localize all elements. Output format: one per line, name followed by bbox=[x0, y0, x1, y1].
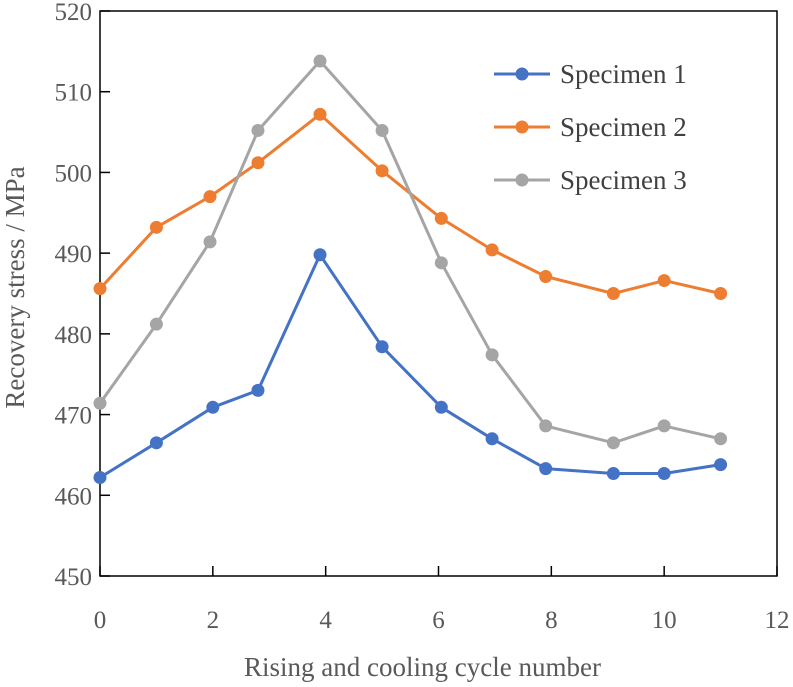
y-tick-label: 500 bbox=[55, 160, 93, 187]
data-point bbox=[714, 432, 728, 446]
x-axis-title: Rising and cooling cycle number bbox=[244, 652, 601, 682]
legend-marker bbox=[515, 67, 529, 81]
series-1 bbox=[93, 248, 728, 485]
data-point bbox=[375, 164, 389, 178]
data-point bbox=[149, 436, 163, 450]
y-tick-label: 480 bbox=[55, 322, 93, 349]
y-axis-title: Recovery stress / MPa bbox=[0, 166, 30, 408]
legend: Specimen 1 Specimen 2 Specimen 3 bbox=[494, 59, 687, 195]
data-point bbox=[203, 235, 217, 249]
plot-frame bbox=[99, 10, 778, 577]
data-point bbox=[657, 466, 671, 480]
data-point bbox=[714, 458, 728, 472]
data-point bbox=[93, 396, 107, 410]
data-point bbox=[93, 282, 107, 296]
series-line bbox=[99, 253, 721, 479]
legend-item-3: Specimen 3 bbox=[494, 165, 687, 195]
data-point bbox=[714, 287, 728, 300]
series-3 bbox=[93, 54, 728, 450]
data-point bbox=[606, 436, 620, 450]
data-point bbox=[375, 123, 389, 137]
data-point bbox=[313, 107, 327, 121]
data-point bbox=[434, 400, 448, 414]
data-point bbox=[606, 466, 620, 480]
y-tick-label: 460 bbox=[55, 483, 93, 510]
data-point bbox=[93, 471, 107, 485]
legend-marker bbox=[515, 120, 529, 134]
data-point bbox=[539, 270, 553, 284]
x-tick-label: 0 bbox=[94, 607, 107, 634]
y-tick-label: 510 bbox=[55, 80, 93, 107]
x-tick-label: 2 bbox=[207, 607, 220, 634]
legend-label: Specimen 2 bbox=[560, 112, 687, 142]
data-point bbox=[149, 220, 163, 234]
legend-marker bbox=[515, 173, 529, 187]
data-point bbox=[434, 211, 448, 225]
data-point bbox=[539, 462, 553, 476]
data-point bbox=[485, 348, 499, 362]
data-point bbox=[375, 340, 389, 354]
legend-item-2: Specimen 2 bbox=[494, 112, 687, 142]
axes bbox=[99, 10, 778, 577]
y-tick-label: 490 bbox=[55, 241, 93, 268]
y-tick-label: 520 bbox=[55, 0, 93, 26]
data-point bbox=[313, 248, 327, 262]
series-line bbox=[98, 59, 721, 445]
data-point bbox=[251, 123, 265, 137]
legend-label: Specimen 3 bbox=[560, 165, 687, 195]
y-tick-label: 470 bbox=[55, 403, 93, 430]
data-point bbox=[313, 54, 327, 68]
x-tick-label: 4 bbox=[319, 607, 332, 634]
data-point bbox=[206, 400, 220, 414]
legend-item-1: Specimen 1 bbox=[494, 59, 687, 89]
data-point bbox=[657, 419, 671, 433]
series-layer bbox=[93, 54, 728, 485]
data-point bbox=[485, 432, 499, 446]
data-point bbox=[251, 383, 265, 397]
legend-label: Specimen 1 bbox=[560, 59, 687, 89]
data-point bbox=[539, 419, 553, 433]
data-point bbox=[251, 156, 265, 170]
x-tick-label: 12 bbox=[765, 607, 790, 634]
y-tick-label: 450 bbox=[55, 564, 93, 591]
data-point bbox=[434, 256, 448, 270]
data-point bbox=[149, 317, 163, 331]
x-tick-label: 10 bbox=[652, 607, 677, 634]
data-point bbox=[203, 190, 217, 204]
ticks: 450 460 470 480 490 500 510 520 0 2 4 6 8 10 12 bbox=[55, 0, 790, 634]
x-tick-label: 6 bbox=[432, 607, 445, 634]
x-tick-label: 8 bbox=[545, 607, 558, 634]
data-point bbox=[606, 287, 620, 300]
data-point bbox=[657, 274, 671, 288]
data-point bbox=[485, 243, 499, 257]
